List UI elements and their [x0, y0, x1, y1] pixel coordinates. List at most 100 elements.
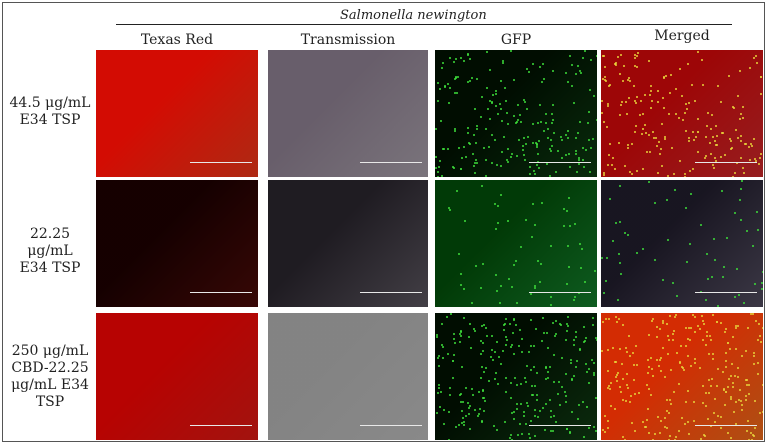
cell-dot	[604, 66, 606, 69]
cell-dot	[719, 100, 722, 103]
cell-dot	[526, 108, 529, 111]
cell-dot	[584, 50, 587, 53]
cell-dot	[487, 380, 490, 383]
cell-dot	[452, 332, 455, 335]
cell-dot	[624, 346, 627, 349]
cell-dot	[555, 332, 558, 335]
cell-dot	[605, 79, 608, 82]
cell-dot	[480, 340, 483, 343]
cell-dot	[536, 145, 539, 148]
cell-dot	[736, 375, 739, 378]
cell-dot	[664, 417, 667, 420]
cell-dot	[436, 100, 439, 103]
cell-dot	[746, 419, 749, 422]
cell-dot	[515, 402, 518, 405]
cell-dot	[624, 232, 627, 235]
cell-dot	[516, 302, 519, 305]
cell-dot	[488, 117, 491, 120]
cell-dot	[582, 146, 585, 149]
cell-dot	[707, 379, 710, 382]
cell-dot	[738, 199, 741, 202]
cell-dot	[650, 99, 653, 102]
cell-dot	[525, 401, 528, 404]
cell-dot	[739, 218, 742, 221]
cell-dot	[751, 439, 754, 440]
cell-dot	[473, 133, 476, 136]
cell-dot	[706, 330, 709, 333]
cell-dot	[661, 165, 664, 168]
cell-dot	[562, 208, 565, 211]
cell-dot	[665, 399, 668, 402]
cell-dot	[731, 335, 734, 338]
cell-dot	[609, 387, 612, 390]
cell-dot	[744, 395, 747, 398]
cell-dot	[605, 125, 608, 128]
cell-dot	[659, 148, 662, 151]
cell-dot	[740, 355, 743, 357]
cell-dot	[688, 338, 691, 341]
cell-dot	[475, 124, 478, 127]
cell-dot	[684, 327, 687, 330]
cell-dot	[459, 329, 462, 332]
cell-dot	[734, 401, 737, 404]
cell-dot	[651, 375, 654, 378]
cell-dot	[650, 106, 653, 109]
cell-dot	[462, 145, 465, 148]
cell-dot	[539, 262, 542, 265]
cell-dot	[625, 373, 628, 376]
row-label-line: 22.25 μg/mL	[27, 226, 73, 259]
row-label-line: μg/mL E34	[11, 377, 89, 393]
cell-dot	[550, 113, 553, 116]
cell-dot	[482, 324, 485, 327]
cell-dot	[647, 365, 650, 368]
cell-dot	[739, 69, 742, 72]
cell-dot	[500, 285, 503, 288]
cell-dot	[495, 163, 498, 166]
cell-dot	[702, 385, 705, 388]
cell-dot	[578, 120, 581, 123]
cell-dot	[618, 220, 621, 223]
cell-dot	[588, 111, 591, 114]
cell-dot	[740, 157, 743, 160]
cell-dot	[614, 221, 617, 224]
cell-dot	[649, 93, 651, 96]
cell-dot	[523, 99, 526, 102]
cell-dot	[559, 403, 562, 406]
cell-dot	[708, 335, 711, 338]
cell-dot	[655, 359, 658, 362]
cell-dot	[606, 370, 609, 373]
cell-dot	[449, 386, 452, 389]
cell-dot	[466, 401, 469, 404]
cell-dot	[450, 313, 453, 316]
cell-dot	[469, 58, 472, 61]
cell-dot	[642, 167, 645, 170]
cell-dot	[602, 174, 605, 177]
scale-bar	[360, 292, 422, 293]
scale-bar	[695, 162, 757, 163]
micrograph-merged-row-3	[601, 313, 763, 440]
cell-dot	[534, 285, 537, 288]
cell-dot	[491, 100, 494, 103]
cell-dot	[650, 356, 653, 359]
cell-dot	[460, 366, 463, 369]
cell-dot	[654, 202, 657, 205]
cell-dot	[580, 71, 583, 74]
cell-dot	[753, 434, 756, 437]
cell-dot	[650, 319, 653, 322]
cell-dot	[481, 324, 484, 327]
cell-dot	[505, 338, 508, 341]
cell-dot	[667, 335, 670, 338]
cell-dot	[504, 323, 507, 326]
cell-dot	[626, 350, 629, 353]
cell-dot	[723, 265, 726, 268]
cell-dot	[538, 167, 541, 170]
cell-dot	[652, 130, 655, 133]
cell-dot	[671, 146, 674, 149]
cell-dot	[717, 84, 720, 87]
cell-dot	[676, 352, 679, 355]
cell-dot	[560, 139, 563, 142]
cell-dot	[531, 393, 534, 396]
cell-dot	[580, 266, 583, 269]
cell-dot	[623, 439, 626, 440]
cell-dot	[606, 386, 609, 389]
